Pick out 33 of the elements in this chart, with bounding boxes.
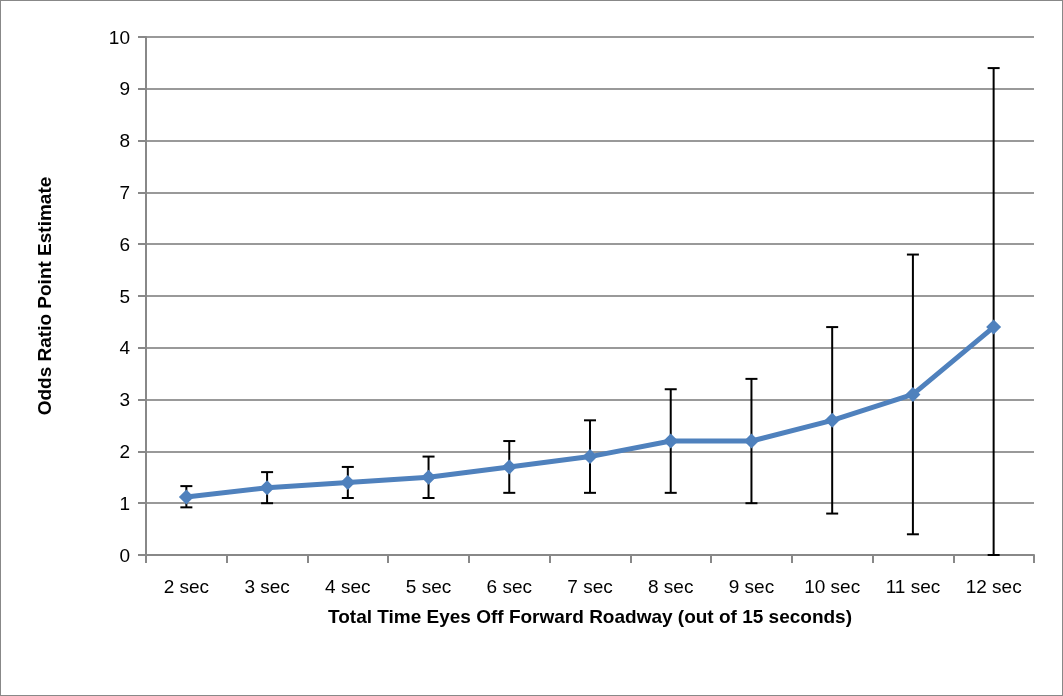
y-axis-title: Odds Ratio Point Estimate [34, 176, 55, 416]
x-tick-label: 9 sec [728, 576, 775, 597]
y-tick-label: 10 [108, 26, 130, 48]
point [501, 459, 517, 475]
x-tick-label: 8 sec [648, 576, 694, 597]
y-tick-label: 5 [119, 285, 130, 307]
y-tick-label: 3 [119, 389, 130, 411]
point [905, 386, 921, 402]
y-tick-label: 8 [119, 130, 130, 152]
x-axis-title: Total Time Eyes Off Forward Roadway (out of 15 seconds) [327, 606, 853, 627]
y-tick-label: 1 [119, 492, 130, 514]
y-tick-label: 4 [119, 337, 131, 359]
x-tick-label: 10 sec [804, 576, 861, 597]
x-tick-label: 6 sec [486, 576, 532, 597]
point [582, 449, 598, 465]
point [824, 412, 840, 428]
point [178, 489, 194, 505]
y-tick-label: 0 [119, 544, 130, 566]
y-tick-label: 9 [119, 78, 130, 100]
x-tick-label: 11 sec [885, 576, 941, 597]
x-tick-label: 2 sec [163, 576, 210, 597]
y-tick-label: 7 [119, 181, 130, 203]
x-tick-label: 4 sec [325, 576, 371, 597]
point [421, 469, 437, 485]
point [340, 474, 356, 490]
x-tick-label: 3 sec [244, 576, 290, 597]
point [259, 480, 275, 496]
x-tick-label: 5 sec [405, 576, 452, 597]
x-tick-label: 7 sec [567, 576, 613, 597]
x-tick-label: 12 sec [965, 576, 1022, 597]
y-tick-label: 2 [119, 440, 130, 462]
y-tick-label: 6 [119, 233, 130, 255]
point [986, 319, 1002, 335]
